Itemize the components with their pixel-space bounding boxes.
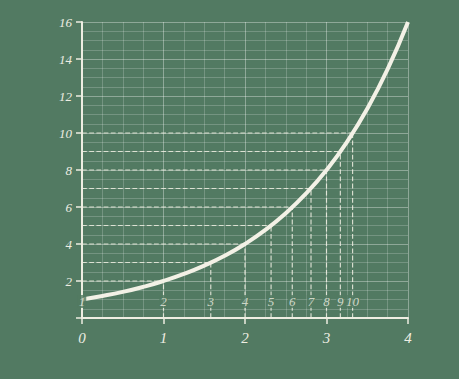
svg-text:4: 4 bbox=[404, 330, 412, 346]
svg-text:2: 2 bbox=[66, 274, 73, 289]
svg-text:6: 6 bbox=[289, 294, 296, 309]
svg-text:3: 3 bbox=[207, 294, 215, 309]
svg-text:10: 10 bbox=[346, 294, 360, 309]
svg-text:8: 8 bbox=[66, 163, 73, 178]
svg-text:6: 6 bbox=[66, 200, 73, 215]
svg-text:8: 8 bbox=[323, 294, 330, 309]
svg-text:3: 3 bbox=[322, 330, 331, 346]
svg-text:2: 2 bbox=[241, 330, 249, 346]
svg-text:14: 14 bbox=[59, 52, 73, 67]
svg-text:1: 1 bbox=[79, 294, 86, 309]
svg-text:5: 5 bbox=[268, 294, 275, 309]
svg-text:16: 16 bbox=[59, 15, 73, 30]
svg-text:4: 4 bbox=[242, 294, 249, 309]
svg-text:1: 1 bbox=[160, 330, 168, 346]
svg-text:2: 2 bbox=[160, 294, 167, 309]
svg-text:4: 4 bbox=[66, 237, 73, 252]
svg-text:10: 10 bbox=[59, 126, 73, 141]
svg-text:12: 12 bbox=[59, 89, 73, 104]
svg-text:0: 0 bbox=[78, 330, 86, 346]
svg-text:9: 9 bbox=[337, 294, 344, 309]
svg-text:7: 7 bbox=[308, 294, 315, 309]
